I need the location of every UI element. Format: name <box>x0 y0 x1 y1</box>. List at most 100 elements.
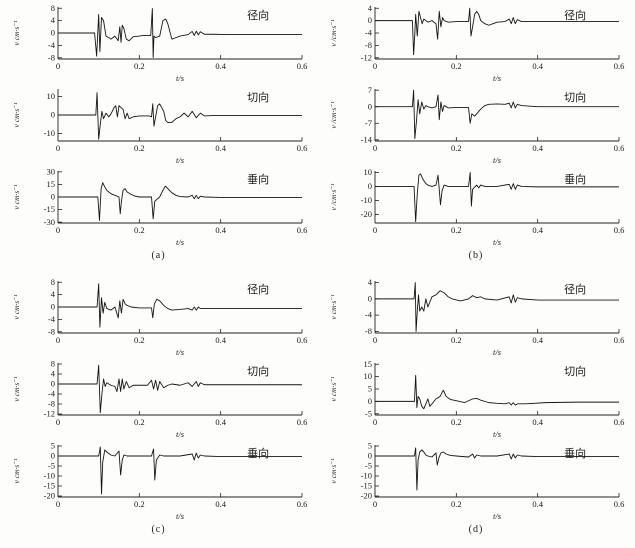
y-tick-label: 4 <box>50 369 55 379</box>
y-tick-label: -30 <box>43 217 54 227</box>
y-tick-label: 0 <box>50 28 54 38</box>
x-tick-label: 0.6 <box>296 225 307 235</box>
panel-c-subplots: 8 4 0 -4 -8 0 0.2 0.4 0.6 径向 v cm·s⁻¹ t/s 8 4 0 -4 -8 -12… <box>8 276 310 522</box>
x-axis-label: t/s <box>493 347 502 357</box>
y-tick-label: -8 <box>365 40 372 50</box>
y-tick-label: -8 <box>47 399 54 409</box>
y-tick-label: 0 <box>368 396 372 406</box>
y-tick-label: -20 <box>361 491 372 501</box>
trace-title: 切向 <box>564 90 586 104</box>
y-axis-label: v cm·s⁻¹ <box>329 458 338 484</box>
trace-title: 切向 <box>564 364 586 378</box>
y-axis: 4 0 -4 -8 <box>365 277 379 336</box>
x-tick-label: 0.4 <box>215 225 226 235</box>
subplot: 15 10 5 0 -5 0 0.2 0.4 0.6 切向 v cm·s⁻¹ t/s <box>325 358 627 440</box>
waveform-trace <box>57 283 302 328</box>
trace-title: 垂向 <box>564 446 586 460</box>
y-axis-label: v /cm·s⁻¹ <box>329 19 338 47</box>
x-tick-label: 0.2 <box>134 225 145 235</box>
x-tick-label: 0.2 <box>134 499 145 509</box>
x-tick-label: 0.4 <box>532 499 543 509</box>
y-axis-label: v cm·s⁻¹ <box>329 294 338 320</box>
x-tick-label: 0 <box>55 143 59 153</box>
x-axis: 0 0.2 0.4 0.6 <box>373 411 624 427</box>
x-tick-label: 0.4 <box>215 499 226 509</box>
waveform-trace <box>57 182 302 221</box>
x-tick-label: 0 <box>373 61 377 71</box>
y-tick-label: 8 <box>50 3 54 13</box>
y-tick-label: 10 <box>46 91 55 101</box>
x-tick-label: 0.6 <box>614 499 625 509</box>
x-tick-label: 0 <box>55 335 59 345</box>
panel-b: 4 0 -4 -8 -12 0 0.2 0.4 0.6 径向 v /cm·s⁻¹ t/s 7 0 -7 -14… <box>317 0 635 274</box>
x-tick-label: 0.2 <box>134 61 145 71</box>
panel-a-subplots: 8 4 0 -4 -8 0 0.2 0.4 0.6 径向 v cm·s⁻¹ t/s 10 0 -10 0 0.2… <box>8 2 310 248</box>
x-axis-label: t/s <box>493 155 502 165</box>
y-axis-label: v cm·s⁻¹ <box>12 458 21 484</box>
y-axis: 840-4-8-12 <box>43 359 62 419</box>
panel-c: 8 4 0 -4 -8 0 0.2 0.4 0.6 径向 v cm·s⁻¹ t/s 8 4 0 -4 -8 -12… <box>0 274 317 548</box>
y-tick-label: -20 <box>361 209 372 219</box>
x-tick-label: 0.2 <box>451 499 462 509</box>
y-axis: 50-5-10-15-20 <box>361 441 379 501</box>
y-tick-label: -10 <box>361 471 372 481</box>
trace-title: 径向 <box>247 282 269 296</box>
y-axis-label: v cm·s⁻¹ <box>329 376 338 402</box>
x-axis: 0 0.2 0.4 0.6 <box>373 55 624 71</box>
x-tick-label: 0.6 <box>296 417 307 427</box>
x-axis-label: t/s <box>493 237 502 247</box>
y-axis: 15 10 5 0 -5 <box>364 359 379 418</box>
x-tick-label: 0.4 <box>532 417 543 427</box>
subplot: 8 4 0 -4 -8 0 0.2 0.4 0.6 径向 v cm·s⁻¹ t/s <box>8 276 310 358</box>
y-tick-label: 0 <box>50 302 54 312</box>
y-tick-label: -15 <box>43 481 54 491</box>
panel-a-caption: (a) <box>151 250 166 261</box>
x-tick-label: 0.6 <box>296 143 307 153</box>
y-tick-label: 4 <box>50 289 55 299</box>
x-axis: 0 0.2 0.4 0.6 <box>55 411 307 427</box>
waveform-trace <box>57 446 302 495</box>
x-tick-label: 0.6 <box>614 335 625 345</box>
waveform-trace <box>375 374 619 410</box>
y-tick-label: 0 <box>368 101 372 111</box>
x-axis: 0 0.2 0.4 0.6 <box>373 493 624 509</box>
y-axis: 10 0 -10 -20 <box>361 167 379 223</box>
y-tick-label: -4 <box>365 310 373 320</box>
y-tick-label: 8 <box>50 277 54 287</box>
waveform-trace <box>57 8 302 58</box>
y-tick-label: 8 <box>50 359 54 369</box>
x-axis-label: t/s <box>493 429 502 439</box>
y-tick-label: -4 <box>47 40 55 50</box>
x-axis: 0 0.2 0.4 0.6 <box>55 493 307 509</box>
x-tick-label: 0.2 <box>134 143 145 153</box>
y-tick-label: -10 <box>43 128 54 138</box>
y-tick-label: -14 <box>361 134 373 144</box>
panel-c-caption: (c) <box>151 524 166 535</box>
waveform-trace <box>375 171 619 223</box>
x-tick-label: 0 <box>55 499 59 509</box>
x-tick-label: 0.6 <box>614 417 625 427</box>
x-tick-label: 0.4 <box>215 335 226 345</box>
panel-d-caption: (d) <box>468 524 484 535</box>
x-tick-label: 0.6 <box>614 61 625 71</box>
x-tick-label: 0.4 <box>532 143 543 153</box>
y-tick-label: -10 <box>43 471 54 481</box>
y-tick-label: 0 <box>368 293 372 303</box>
y-tick-label: 15 <box>364 359 373 369</box>
y-axis-label: v cm·s⁻¹ <box>12 102 21 128</box>
y-tick-label: -7 <box>365 118 372 128</box>
y-axis-label: v /cm·s⁻¹ <box>329 183 338 211</box>
y-tick-label: -5 <box>365 408 372 418</box>
subplot: 5 0 -5 -10 -15 -20 0 0.2 0.4 0.6 垂向 v cm·s⁻¹ t/s <box>325 440 627 522</box>
trace-title: 垂向 <box>247 446 269 460</box>
x-tick-label: 0 <box>373 143 377 153</box>
y-tick-label: 30 <box>46 166 55 176</box>
x-tick-label: 0.2 <box>451 335 462 345</box>
subplot: 4 0 -4 -8 -12 0 0.2 0.4 0.6 径向 v /cm·s⁻¹ t/s <box>325 2 627 84</box>
subplot: 5 0 -5 -10 -15 -20 0 0.2 0.4 0.6 垂向 v cm·s⁻¹ t/s <box>8 440 310 522</box>
